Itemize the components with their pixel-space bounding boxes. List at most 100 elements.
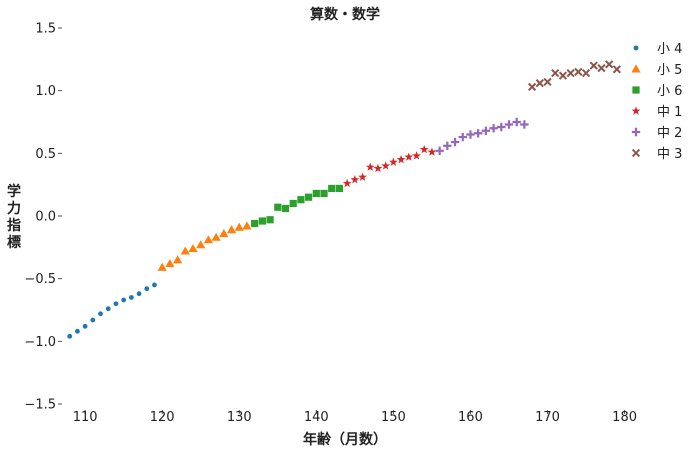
data-point: [358, 172, 367, 181]
data-point: [188, 243, 198, 253]
data-point: [520, 120, 529, 129]
data-point: [342, 178, 352, 188]
data-points: [67, 60, 621, 339]
data-point: [305, 193, 313, 201]
series-2: [251, 184, 344, 228]
data-point: [258, 217, 266, 225]
data-point: [136, 291, 142, 297]
data-point: [165, 259, 175, 268]
data-point: [389, 157, 398, 166]
legend-label: 小 4: [657, 42, 682, 57]
x-tick-label: 120: [150, 410, 175, 425]
x-axis: 110 120 130 140 150 160 170 180: [73, 410, 637, 425]
data-point: [312, 189, 320, 198]
data-point: [497, 122, 506, 132]
data-point: [90, 317, 96, 323]
data-point: [289, 199, 297, 208]
x-tick-label: 140: [304, 410, 329, 425]
x-tick-label: 130: [227, 410, 252, 425]
data-point: [226, 225, 237, 234]
y-tick-label: −1.0: [24, 335, 56, 350]
data-point: [98, 311, 103, 317]
legend-label: 中 1: [657, 105, 682, 120]
data-point: [105, 306, 111, 312]
x-tick-label: 160: [458, 410, 483, 425]
y-tick-label: −1.5: [24, 398, 56, 413]
data-point: [489, 124, 498, 133]
data-point: [251, 219, 259, 228]
legend-marker: [631, 64, 641, 73]
data-point: [566, 69, 575, 78]
data-point: [365, 162, 375, 171]
data-point: [234, 222, 244, 231]
data-point: [350, 175, 360, 184]
data-point: [113, 301, 119, 307]
data-point: [597, 63, 606, 73]
data-point: [152, 282, 157, 288]
y-tick-label: 1.5: [35, 22, 56, 37]
data-point: [527, 82, 537, 92]
x-tick-label: 110: [73, 410, 98, 425]
series-0: [67, 282, 157, 339]
data-point: [473, 129, 483, 138]
y-tick-label: 1.0: [35, 84, 56, 99]
legend-label: 小 5: [657, 63, 682, 78]
legend-marker: [632, 86, 640, 94]
data-point: [281, 204, 290, 213]
data-point: [466, 130, 475, 139]
data-point: [543, 77, 552, 87]
data-point: [297, 196, 305, 204]
data-point: [373, 163, 383, 173]
data-point: [274, 203, 282, 211]
data-point: [219, 228, 229, 237]
data-point: [558, 71, 568, 80]
x-tick-label: 150: [381, 410, 406, 425]
x-tick-label: 180: [612, 410, 637, 425]
y-tick-label: 0.0: [35, 210, 56, 225]
data-point: [381, 161, 391, 170]
data-point: [144, 286, 150, 292]
y-axis-title: 学力指標: [7, 183, 21, 251]
data-point: [419, 144, 429, 154]
series-5: [527, 60, 621, 92]
y-tick-label: 0.5: [35, 147, 56, 162]
x-axis-title: 年齢（月数）: [303, 431, 387, 448]
data-point: [589, 61, 598, 70]
data-point: [396, 155, 406, 164]
y-axis: 1.5 1.0 0.5 0.0 −0.5 −1.0 −1.5: [24, 22, 62, 413]
data-point: [180, 246, 190, 255]
chart-title: 算数・数学: [310, 6, 380, 23]
data-point: [335, 184, 344, 193]
data-point: [203, 235, 214, 244]
y-tick-label: −0.5: [24, 272, 56, 287]
data-point: [67, 333, 73, 339]
data-point: [320, 189, 328, 198]
data-point: [443, 141, 452, 151]
data-point: [266, 216, 274, 224]
legend-label: 中 3: [657, 147, 682, 162]
data-point: [574, 67, 583, 76]
data-point: [196, 240, 206, 249]
data-point: [535, 79, 544, 88]
x-tick-label: 170: [535, 410, 560, 425]
data-point: [435, 146, 444, 156]
data-point: [211, 232, 221, 241]
data-point: [328, 184, 336, 193]
series-4: [435, 117, 529, 156]
legend: 小 4 小 5 小 6 中 1 中 2 中 3: [631, 42, 682, 162]
data-point: [157, 262, 167, 271]
legend-marker: [631, 127, 641, 137]
data-point: [504, 120, 514, 129]
data-point: [605, 60, 614, 69]
legend-label: 中 2: [657, 126, 682, 141]
data-point: [551, 69, 560, 78]
data-point: [121, 297, 127, 303]
data-point: [242, 221, 252, 230]
data-point: [481, 126, 491, 135]
data-point: [404, 152, 414, 161]
data-point: [128, 295, 134, 300]
data-point: [512, 117, 521, 127]
legend-marker: [631, 148, 641, 158]
